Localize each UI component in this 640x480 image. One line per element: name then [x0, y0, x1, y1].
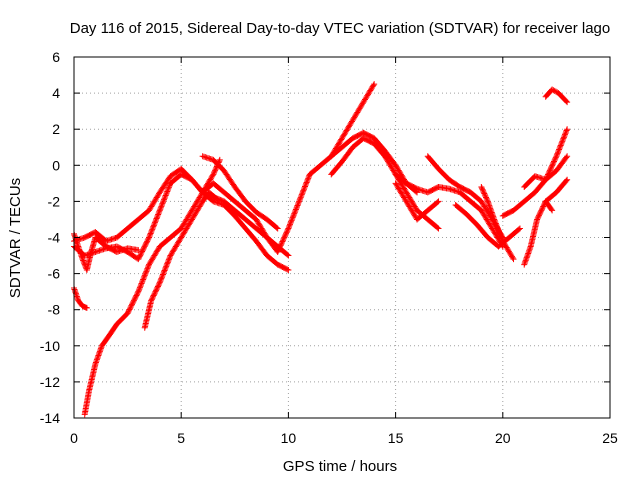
series-track-8 [328, 81, 378, 160]
data-point [478, 183, 517, 263]
series-track-6 [141, 189, 292, 331]
series-track-11 [392, 180, 442, 223]
x-tick-label: 20 [495, 430, 511, 446]
data-point [392, 180, 442, 223]
axis-ticks [73, 56, 611, 419]
data-point [521, 198, 556, 268]
y-tick-label: -10 [40, 338, 60, 354]
data-point [542, 176, 571, 205]
y-axis-label: SDTVAR / TECUs [7, 178, 24, 298]
series-track-10 [392, 171, 506, 250]
tick-labels: 0 5 10 15 20 25 -14 -12 -10 -8 -6 -4 -2 0 2 4 6 [40, 49, 618, 446]
chart-title: Day 116 of 2015, Sidereal Day-to-day VTE… [70, 20, 611, 37]
series-track-5 [81, 156, 223, 418]
series-track-18 [542, 176, 571, 205]
series-track-14 [478, 183, 517, 263]
series-track-7 [199, 153, 281, 232]
x-axis-label: GPS time / hours [283, 458, 397, 475]
y-tick-label: -8 [48, 302, 61, 318]
data-point [328, 135, 442, 232]
y-tick-label: 2 [52, 121, 60, 137]
y-tick-label: -4 [48, 230, 61, 246]
y-tick-label: -12 [40, 374, 60, 390]
data-point [521, 126, 571, 190]
data-point [392, 171, 506, 250]
data-point [542, 86, 571, 106]
x-tick-label: 0 [70, 430, 78, 446]
x-tick-label: 15 [388, 430, 404, 446]
data-point [81, 156, 223, 418]
x-tick-label: 10 [281, 430, 297, 446]
y-tick-label: 6 [52, 49, 60, 65]
data-point [199, 153, 281, 232]
y-tick-label: -2 [48, 193, 61, 209]
series-track-19 [542, 86, 571, 106]
y-tick-label: 4 [52, 85, 60, 101]
y-tick-label: 0 [52, 157, 60, 173]
y-tick-label: -6 [48, 266, 61, 282]
series-track-17 [521, 198, 556, 268]
series-track-16 [521, 126, 571, 190]
y-tick-label: -14 [40, 410, 60, 426]
plot-area [71, 81, 571, 418]
data-point [328, 81, 378, 160]
x-tick-label: 25 [602, 430, 618, 446]
data-point [141, 189, 292, 331]
series-track-9 [328, 135, 442, 232]
x-tick-label: 5 [177, 430, 185, 446]
